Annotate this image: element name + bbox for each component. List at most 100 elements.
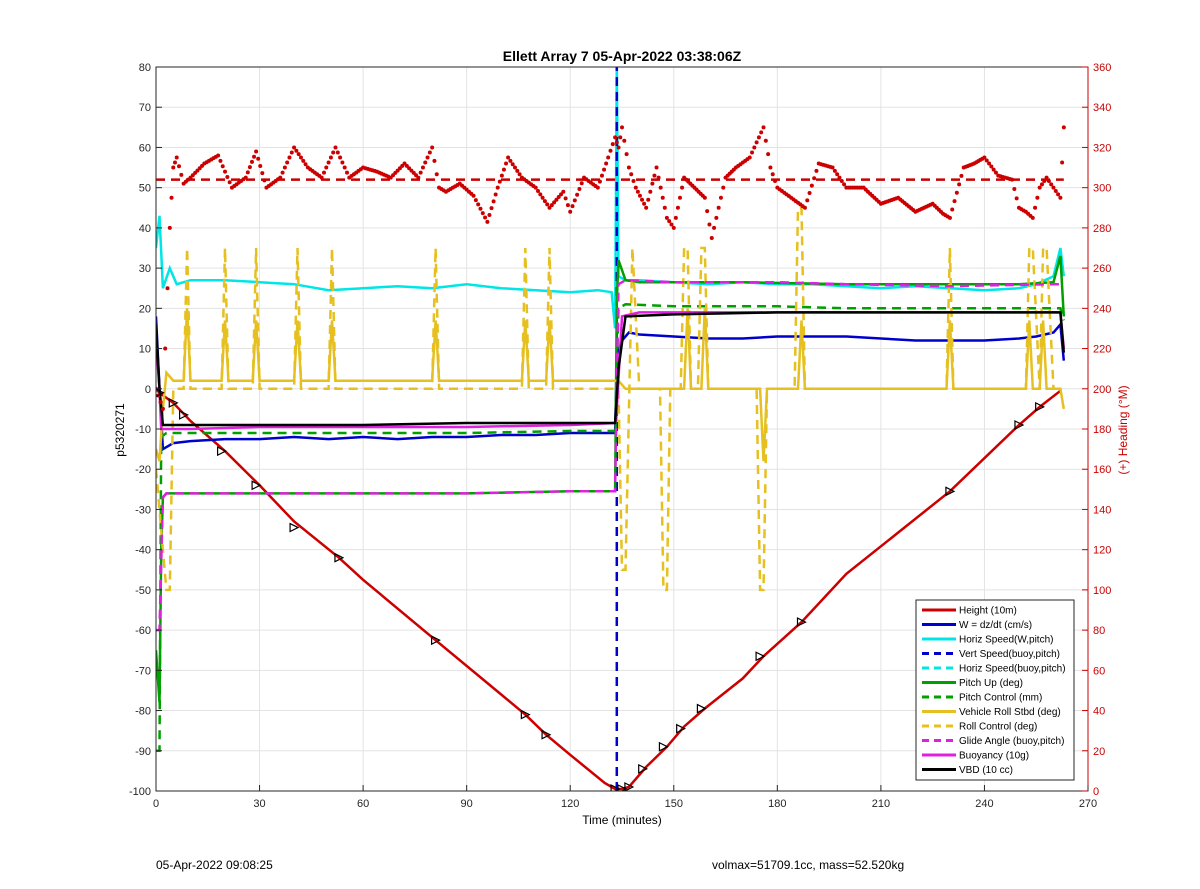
legend-label: Pitch Control (mm) (959, 693, 1042, 704)
heading-point (947, 215, 952, 220)
legend-label: Pitch Up (deg) (959, 678, 1023, 689)
heading-point (172, 160, 177, 165)
heading-point (714, 215, 719, 220)
heading-point (487, 213, 492, 218)
heading-point (807, 191, 812, 196)
y-tick-label-right: 60 (1093, 665, 1105, 677)
heading-point (602, 167, 607, 172)
y-tick-label-right: 120 (1093, 545, 1111, 557)
y-tick-label-left: -80 (135, 706, 151, 718)
heading-point (671, 225, 676, 230)
heading-point (575, 192, 580, 197)
y-tick-label-right: 240 (1093, 303, 1111, 315)
heading-point (842, 182, 847, 187)
heading-point (750, 150, 755, 155)
heading-point (249, 159, 254, 164)
heading-point (606, 155, 611, 160)
legend-label: Vert Speed(buoy,pitch) (959, 649, 1060, 660)
x-tick-label: 210 (872, 798, 890, 810)
y-tick-label-right: 80 (1093, 625, 1105, 637)
heading-point (1033, 205, 1038, 210)
heading-point (1058, 195, 1063, 200)
heading-point (660, 195, 665, 200)
legend-label: Horiz Speed(W,pitch) (959, 635, 1053, 646)
y-tick-label-left: 70 (139, 102, 151, 114)
y-tick-label-right: 0 (1093, 786, 1099, 798)
heading-point (989, 164, 994, 169)
heading-point (604, 161, 609, 166)
heading-point (633, 185, 638, 190)
heading-point (613, 135, 618, 140)
heading-point (950, 207, 955, 212)
heading-point (216, 153, 221, 158)
heading-point (802, 205, 807, 210)
heading-point (223, 169, 228, 174)
heading-point (624, 152, 629, 157)
profile-marker (289, 522, 300, 533)
heading-point (485, 219, 490, 224)
heading-point (552, 200, 557, 205)
y-tick-label-left: 10 (139, 344, 151, 356)
profile-marker (624, 782, 635, 791)
heading-point (427, 150, 432, 155)
heading-point (326, 160, 331, 165)
heading-point (245, 170, 250, 175)
heading-point (805, 198, 810, 203)
heading-point (533, 185, 538, 190)
heading-point (1051, 185, 1056, 190)
heading-point (754, 140, 759, 145)
heading-point (667, 219, 672, 224)
y-tick-label-right: 40 (1093, 706, 1105, 718)
y-tick-label-right: 140 (1093, 504, 1111, 516)
heading-point (508, 158, 513, 163)
heading-point (1056, 192, 1061, 197)
legend-label: Horiz Speed(buoy,pitch) (959, 664, 1066, 675)
heading-point (579, 181, 584, 186)
heading-point (345, 170, 350, 175)
heading-point (812, 176, 817, 181)
heading-point (171, 165, 176, 170)
legend-label: Height (10m) (959, 606, 1017, 617)
heading-point (160, 406, 165, 411)
heading-point (637, 193, 642, 198)
y-tick-label-left: -30 (135, 504, 151, 516)
heading-point (1035, 195, 1040, 200)
heading-point (718, 195, 723, 200)
series-horiz-speed-w-pitch (156, 67, 1066, 329)
heading-point (493, 192, 498, 197)
y-tick-label-left: -100 (129, 786, 151, 798)
y-tick-label-right: 20 (1093, 746, 1105, 758)
y-tick-label-left: -40 (135, 545, 151, 557)
y-tick-label-right: 180 (1093, 424, 1111, 436)
heading-point (177, 164, 182, 169)
x-tick-label: 120 (561, 798, 579, 810)
heading-point (658, 185, 663, 190)
heading-point (483, 215, 488, 220)
profile-marker (755, 651, 766, 662)
heading-point (640, 197, 645, 202)
y-tick-label-right: 160 (1093, 464, 1111, 476)
heading-point (712, 225, 717, 230)
profile-marker (216, 446, 227, 457)
legend-box (915, 599, 1075, 781)
y-tick-label-left: -60 (135, 625, 151, 637)
series-pitch-control-mm (156, 303, 1066, 753)
heading-point (1061, 125, 1066, 130)
footer-volmax-mass: volmax=51709.1cc, mass=52.520kg (712, 858, 905, 872)
heading-point (296, 152, 301, 157)
profile-marker (520, 709, 531, 720)
series-heading (156, 125, 1066, 411)
heading-point (227, 180, 232, 185)
x-tick-label: 30 (253, 798, 265, 810)
profile-marker (168, 397, 179, 408)
y-axis-label-right: (+) Heading (°M) (1116, 385, 1130, 474)
heading-point (432, 158, 437, 163)
heading-point (702, 195, 707, 200)
heading-point (540, 195, 545, 200)
heading-point (425, 155, 430, 160)
heading-point (489, 206, 494, 211)
heading-point (747, 155, 752, 160)
heading-point (991, 167, 996, 172)
y-tick-label-left: -10 (135, 424, 151, 436)
heading-point (491, 199, 496, 204)
